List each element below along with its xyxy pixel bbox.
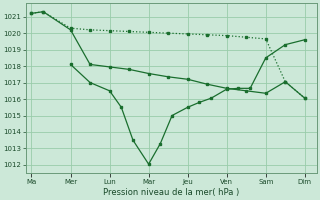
X-axis label: Pression niveau de la mer( hPa ): Pression niveau de la mer( hPa ) — [103, 188, 239, 197]
